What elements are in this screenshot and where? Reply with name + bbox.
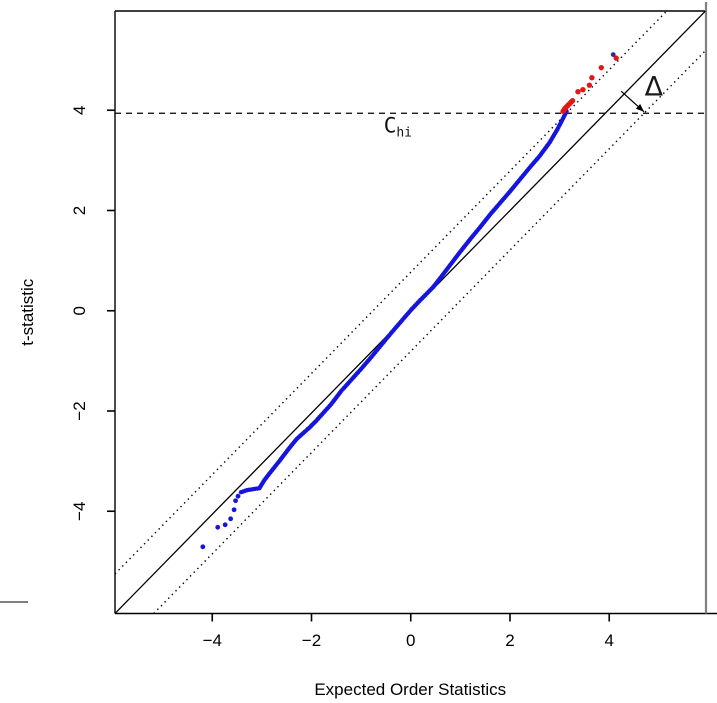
y-tick-label: −4 bbox=[70, 502, 89, 521]
x-tick-label: −2 bbox=[302, 631, 321, 650]
threshold-label: Chi bbox=[384, 113, 412, 140]
data-point bbox=[235, 493, 241, 499]
data-point bbox=[586, 82, 593, 88]
data-point bbox=[200, 544, 206, 550]
y-axis-title: t-statistic bbox=[18, 278, 37, 346]
cropped-axis-fragment bbox=[0, 601, 28, 603]
data-point bbox=[215, 524, 221, 530]
x-tick-label: −4 bbox=[203, 631, 222, 650]
x-tick-label: 0 bbox=[406, 631, 415, 650]
data-point bbox=[598, 64, 604, 71]
data-point bbox=[580, 86, 586, 93]
delta-arrowhead-icon bbox=[635, 104, 644, 112]
x-tick-label: 4 bbox=[604, 631, 613, 650]
data-point bbox=[233, 498, 238, 504]
data-point bbox=[613, 55, 619, 61]
data-point bbox=[222, 522, 228, 528]
data-point bbox=[231, 507, 237, 513]
data-point bbox=[228, 516, 234, 522]
x-axis-title: Expected Order Statistics bbox=[314, 680, 506, 699]
lower-band-line bbox=[153, 50, 706, 614]
data-point bbox=[569, 98, 576, 104]
flagged-outliers bbox=[560, 55, 619, 114]
delta-annotation-label: Δ bbox=[645, 72, 664, 103]
data-point bbox=[589, 74, 595, 81]
y-tick-label: 4 bbox=[70, 106, 89, 115]
y-tick-label: 2 bbox=[70, 206, 89, 215]
dark-outlier bbox=[610, 52, 616, 58]
data-point bbox=[610, 52, 616, 58]
y-tick-label: 0 bbox=[70, 306, 89, 315]
data-point bbox=[575, 89, 581, 95]
y-tick-label: −2 bbox=[70, 401, 89, 420]
lower-tail-points bbox=[200, 493, 241, 550]
x-tick-label: 2 bbox=[505, 631, 514, 650]
upper-band-line bbox=[115, 11, 668, 575]
